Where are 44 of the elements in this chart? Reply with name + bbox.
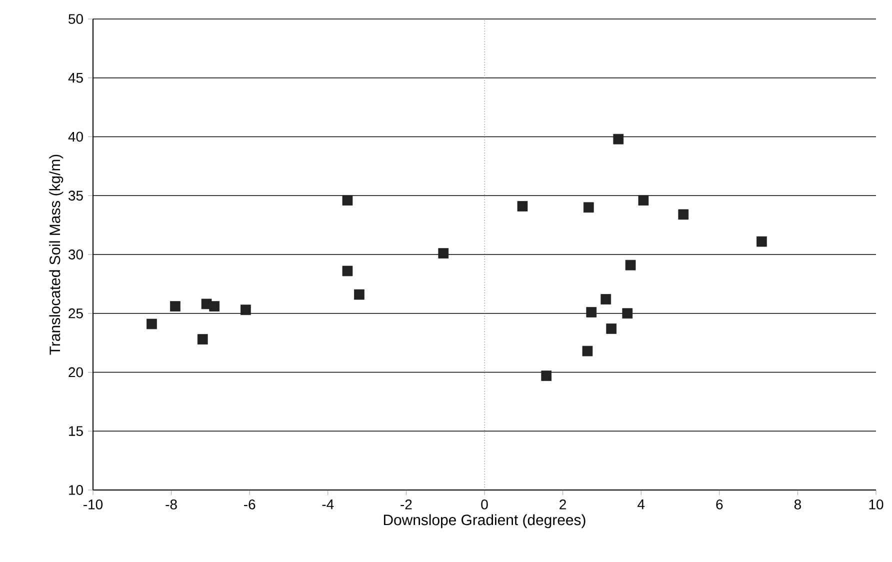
point xyxy=(342,195,353,206)
x-tick-label: 4 xyxy=(638,500,645,510)
x-tick-label: -4 xyxy=(322,500,334,510)
y-tick-label: 25 xyxy=(68,308,83,318)
x-tick-label: 8 xyxy=(794,499,801,510)
point xyxy=(541,370,552,381)
x-tick-label: 2 xyxy=(560,499,566,510)
point xyxy=(354,289,364,300)
x-tick-label: -2 xyxy=(400,499,412,510)
point xyxy=(756,236,767,247)
point xyxy=(170,301,180,312)
y-tick-label: 20 xyxy=(68,367,83,378)
y-tick-label: 15 xyxy=(69,426,83,436)
point xyxy=(583,202,594,213)
point xyxy=(678,209,689,220)
point xyxy=(613,134,624,144)
point xyxy=(606,324,617,334)
x-tick-label: -10 xyxy=(84,499,103,510)
point xyxy=(638,195,649,206)
point xyxy=(342,266,353,276)
x-tick-label: 0 xyxy=(481,499,488,510)
y-tick-label: 10 xyxy=(69,485,83,495)
y-tick-label: 30 xyxy=(68,250,83,260)
y-tick-label: 50 xyxy=(68,14,83,24)
y-tick-label: 45 xyxy=(68,73,83,83)
point xyxy=(438,248,449,258)
point xyxy=(586,307,597,318)
point xyxy=(146,318,157,330)
x-axis-title: Downslope Gradient (degrees) xyxy=(384,514,586,528)
y-tick-label: 40 xyxy=(68,132,83,142)
point xyxy=(240,304,251,316)
y-axis-title: Translocated Soil Mass (kg/m) xyxy=(49,154,64,355)
x-tick-label: 6 xyxy=(716,499,723,510)
x-tick-label: -8 xyxy=(166,499,177,510)
x-tick-label: 10 xyxy=(869,499,884,510)
point xyxy=(622,308,633,319)
y-tick-label: 35 xyxy=(68,190,83,201)
x-tick-label: -6 xyxy=(244,499,256,510)
point xyxy=(517,201,528,212)
point xyxy=(209,301,220,312)
point xyxy=(582,346,593,356)
point xyxy=(625,260,636,270)
point xyxy=(197,334,208,344)
point xyxy=(600,294,612,304)
